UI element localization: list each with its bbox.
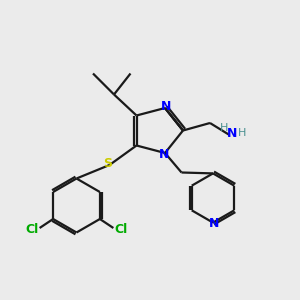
Text: N: N [159,148,170,161]
Text: N: N [160,100,171,113]
Text: Cl: Cl [114,223,128,236]
Text: N: N [208,217,219,230]
Text: N: N [227,127,238,140]
Text: Cl: Cl [26,223,39,236]
Text: S: S [103,157,112,170]
Text: H: H [238,128,246,139]
Text: H: H [220,123,228,134]
